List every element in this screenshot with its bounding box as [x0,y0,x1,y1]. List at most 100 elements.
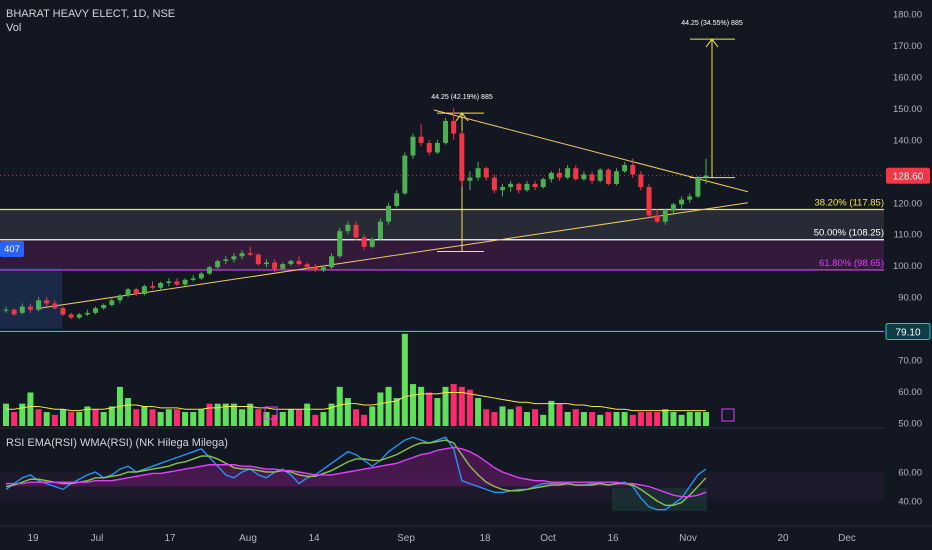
time-tick-label: 17 [164,533,176,544]
candle-body [296,260,302,265]
candle-body [524,183,530,191]
volume-bar [686,412,693,426]
volume-bar [206,403,213,426]
volume-bar [694,412,701,426]
volume-bar [418,386,425,426]
volume-bar [296,409,303,426]
volume-bar [230,403,237,426]
price-tick-label: 140.00 [893,135,922,146]
candle-body [288,260,294,265]
candle-body [329,256,335,268]
candle-body [622,165,628,172]
volume-bar [182,412,189,426]
candle-body [174,281,180,285]
volume-bar [385,386,392,426]
volume-bar [68,412,75,426]
volume-bar [149,409,156,426]
volume-bar [703,412,709,426]
candle-body [247,253,253,255]
candle-body [556,172,562,178]
fib-zone-50-62 [0,239,884,270]
candle-body [483,168,489,178]
candle-body [532,183,538,188]
candle-body [255,254,261,265]
volume-bar [35,409,42,426]
volume-bar [548,400,555,426]
candle-body [565,168,571,178]
volume-bar [572,409,579,426]
volume-bar [11,412,18,426]
volume-bar [190,412,197,426]
candle-body [654,215,660,222]
candle-body [158,282,164,288]
volume-bar [523,412,530,426]
volume-bar [466,389,473,426]
price-tick-label: 90.00 [898,293,922,304]
price-tick-label: 170.00 [893,41,922,52]
candle-body [662,210,668,222]
candle-body [451,120,457,134]
volume-bar [312,414,319,426]
volume-bar [84,406,91,426]
volume-bar [336,386,343,426]
candle-body [166,281,172,283]
left-box-zone [0,267,62,329]
time-tick-label: 20 [777,533,789,544]
candle-body [516,183,522,191]
volume-bar [605,412,612,426]
volume-bar [157,412,164,426]
volume-bar [222,403,229,426]
volume-bar [214,403,221,426]
candle-body [133,289,139,295]
candle-body [109,300,115,306]
price-tick-label: 50.00 [898,419,922,430]
candle-body [361,237,367,247]
candle-body [613,171,619,184]
candle-body [3,309,9,311]
volume-bar [43,412,50,426]
candle-body [394,193,400,206]
candle-body [101,305,107,309]
price-tick-label: 100.00 [893,261,922,272]
volume-bar [637,412,644,426]
candle-body [426,142,432,153]
measure-arrowhead-1 [455,112,469,122]
volume-bar [393,398,400,426]
volume-bar [320,412,327,426]
volume-bar [589,412,596,426]
rsi-fill-area [6,447,706,487]
price-tick-label: 150.00 [893,104,922,115]
volume-bar [475,398,482,426]
candle-body [410,136,416,156]
volume-bar [377,392,384,426]
candle-body [646,187,652,216]
candle-body [215,260,221,268]
candle-body [443,120,449,143]
candle-body [11,309,17,315]
candle-body [548,172,554,180]
candle-body [386,205,392,222]
candle-body [141,286,147,295]
candle-body [345,224,351,232]
volume-bar [409,384,416,426]
candle-body [703,175,709,178]
volume-bar [401,333,408,426]
candle-body [36,300,42,310]
candle-body [638,174,644,188]
candle-body [280,264,286,269]
volume-bar [3,403,9,426]
volume-bar [532,409,539,426]
volume-bar [108,406,115,426]
candle-body [475,168,481,178]
symbol-title: BHARAT HEAVY ELECT, 1D, NSE [6,8,176,20]
last-price-badge [886,167,930,184]
candle-body [369,238,375,247]
candle-body [231,256,237,260]
volume-bar [515,406,522,426]
candle-body [687,196,693,200]
candle-body [68,314,74,318]
time-tick-label: 18 [479,533,491,544]
volume-label: Vol [6,22,22,34]
